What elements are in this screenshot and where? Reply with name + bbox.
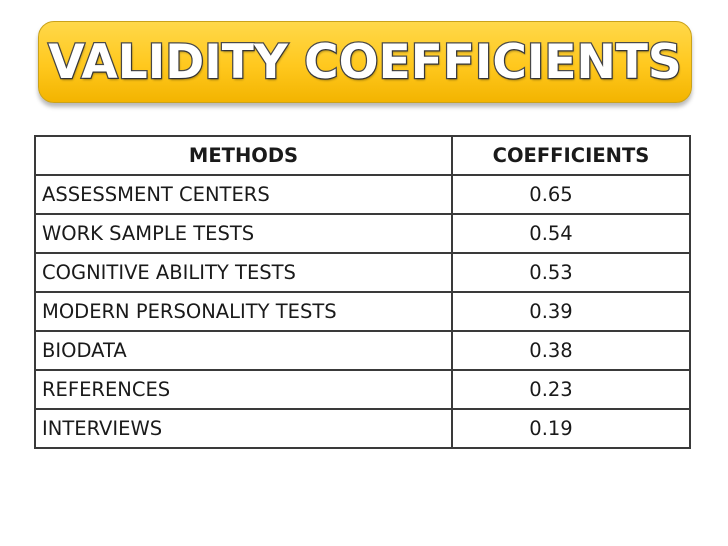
coefficient-cell: 0.38	[451, 330, 691, 371]
table-row: COGNITIVE ABILITY TESTS 0.53	[34, 252, 691, 293]
coefficient-cell: 0.54	[451, 213, 691, 254]
coefficient-cell: 0.39	[451, 291, 691, 332]
coefficient-cell: 0.53	[451, 252, 691, 293]
method-cell: BIODATA	[34, 330, 453, 371]
method-cell: WORK SAMPLE TESTS	[34, 213, 453, 254]
coefficients-header: COEFFICIENTS	[451, 135, 691, 176]
table-row: MODERN PERSONALITY TESTS 0.39	[34, 291, 691, 332]
page-title: VALIDITY COEFFICIENTS	[47, 34, 683, 92]
coefficient-cell: 0.19	[451, 408, 691, 449]
validity-table: METHODS COEFFICIENTS ASSESSMENT CENTERS …	[34, 135, 691, 449]
method-cell: ASSESSMENT CENTERS	[34, 174, 453, 215]
table-header-row: METHODS COEFFICIENTS	[34, 135, 691, 176]
table-row: WORK SAMPLE TESTS 0.54	[34, 213, 691, 254]
table-row: ASSESSMENT CENTERS 0.65	[34, 174, 691, 215]
title-banner: VALIDITY COEFFICIENTS	[38, 21, 692, 103]
coefficient-cell: 0.23	[451, 369, 691, 410]
method-cell: INTERVIEWS	[34, 408, 453, 449]
table-row: REFERENCES 0.23	[34, 369, 691, 410]
table-row: INTERVIEWS 0.19	[34, 408, 691, 449]
table-row: BIODATA 0.38	[34, 330, 691, 371]
method-cell: REFERENCES	[34, 369, 453, 410]
coefficient-cell: 0.65	[451, 174, 691, 215]
methods-header: METHODS	[34, 135, 453, 176]
method-cell: MODERN PERSONALITY TESTS	[34, 291, 453, 332]
method-cell: COGNITIVE ABILITY TESTS	[34, 252, 453, 293]
